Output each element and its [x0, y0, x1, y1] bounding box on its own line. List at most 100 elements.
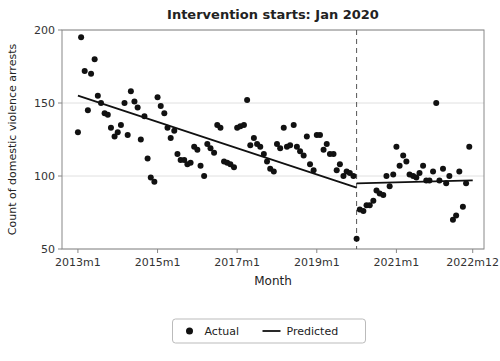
point	[151, 179, 157, 185]
point	[317, 132, 323, 138]
point	[453, 212, 459, 218]
tick-label: 200	[34, 24, 55, 37]
point	[161, 110, 167, 116]
point	[158, 103, 164, 109]
point	[324, 141, 330, 147]
legend-label: Actual	[205, 325, 239, 338]
point	[400, 153, 406, 159]
point	[403, 158, 409, 164]
point	[198, 163, 204, 169]
point	[287, 142, 293, 148]
point	[321, 147, 327, 153]
tick-label: 2013m1	[55, 256, 101, 269]
tick-mark	[77, 249, 78, 253]
point	[307, 161, 313, 167]
tick-mark	[58, 176, 62, 177]
tick-mark	[237, 249, 238, 253]
point	[426, 177, 432, 183]
legend-symbol	[263, 330, 281, 332]
tick-mark	[157, 249, 158, 253]
series	[78, 96, 473, 188]
point	[350, 173, 356, 179]
y-axis-label: Count of domestic violence arrests	[6, 44, 19, 236]
x-axis: 2013m12015m12017m12019m12021m12022m12	[55, 249, 499, 269]
tick-label: 50	[41, 243, 55, 256]
point	[194, 147, 200, 153]
legend: Actual Predicted	[173, 319, 366, 343]
tick-label: 150	[34, 97, 55, 110]
tick-label: 2015m1	[135, 256, 181, 269]
point	[393, 144, 399, 150]
point	[334, 167, 340, 173]
point	[251, 135, 257, 141]
y-axis: 50 100 150 200	[34, 24, 62, 256]
point	[78, 34, 84, 40]
point	[118, 122, 124, 128]
grid	[62, 30, 484, 249]
point	[331, 151, 337, 157]
point	[217, 125, 223, 131]
point	[201, 173, 207, 179]
point	[92, 56, 98, 62]
point	[430, 169, 436, 175]
point	[456, 169, 462, 175]
point	[354, 236, 360, 242]
point	[85, 107, 91, 113]
point	[460, 204, 466, 210]
point	[440, 166, 446, 172]
intervention-line	[356, 30, 357, 249]
point	[231, 164, 237, 170]
point	[131, 99, 137, 105]
point	[174, 151, 180, 157]
tick-mark	[316, 249, 317, 253]
point	[138, 137, 144, 143]
tick-label: 2021m1	[374, 256, 420, 269]
point	[135, 104, 141, 110]
point	[271, 169, 277, 175]
x-axis-label: Month	[254, 274, 292, 288]
point	[417, 170, 423, 176]
point	[155, 94, 161, 100]
point	[95, 93, 101, 99]
point	[301, 153, 307, 159]
plot-frame	[62, 30, 484, 249]
point	[128, 88, 134, 94]
point	[75, 129, 81, 135]
point	[390, 172, 396, 178]
series	[75, 34, 472, 241]
tick-mark	[472, 249, 473, 253]
point	[304, 134, 310, 140]
tick-mark	[396, 249, 397, 253]
tick-mark	[58, 249, 62, 250]
point	[420, 163, 426, 169]
tick-mark	[58, 103, 62, 104]
point	[291, 122, 297, 128]
point	[397, 163, 403, 169]
point	[105, 112, 111, 118]
point	[380, 192, 386, 198]
tick-mark	[58, 30, 62, 31]
point	[257, 144, 263, 150]
point	[211, 150, 217, 156]
point	[241, 122, 247, 128]
title: Intervention starts: Jan 2020	[167, 7, 379, 22]
point	[122, 100, 128, 106]
legend-label: Predicted	[287, 325, 339, 338]
point	[370, 198, 376, 204]
line	[78, 96, 473, 188]
point	[360, 208, 366, 214]
tick-label: 2022m12	[446, 256, 499, 269]
point	[88, 71, 94, 77]
legend-box	[173, 319, 366, 343]
point	[188, 160, 194, 166]
tick-label: 100	[34, 170, 55, 183]
point	[337, 161, 343, 167]
point	[145, 155, 151, 161]
point	[247, 142, 253, 148]
plot-area	[75, 30, 473, 249]
point	[168, 135, 174, 141]
point	[108, 125, 114, 131]
point	[383, 173, 389, 179]
point	[387, 183, 393, 189]
point	[466, 144, 472, 150]
